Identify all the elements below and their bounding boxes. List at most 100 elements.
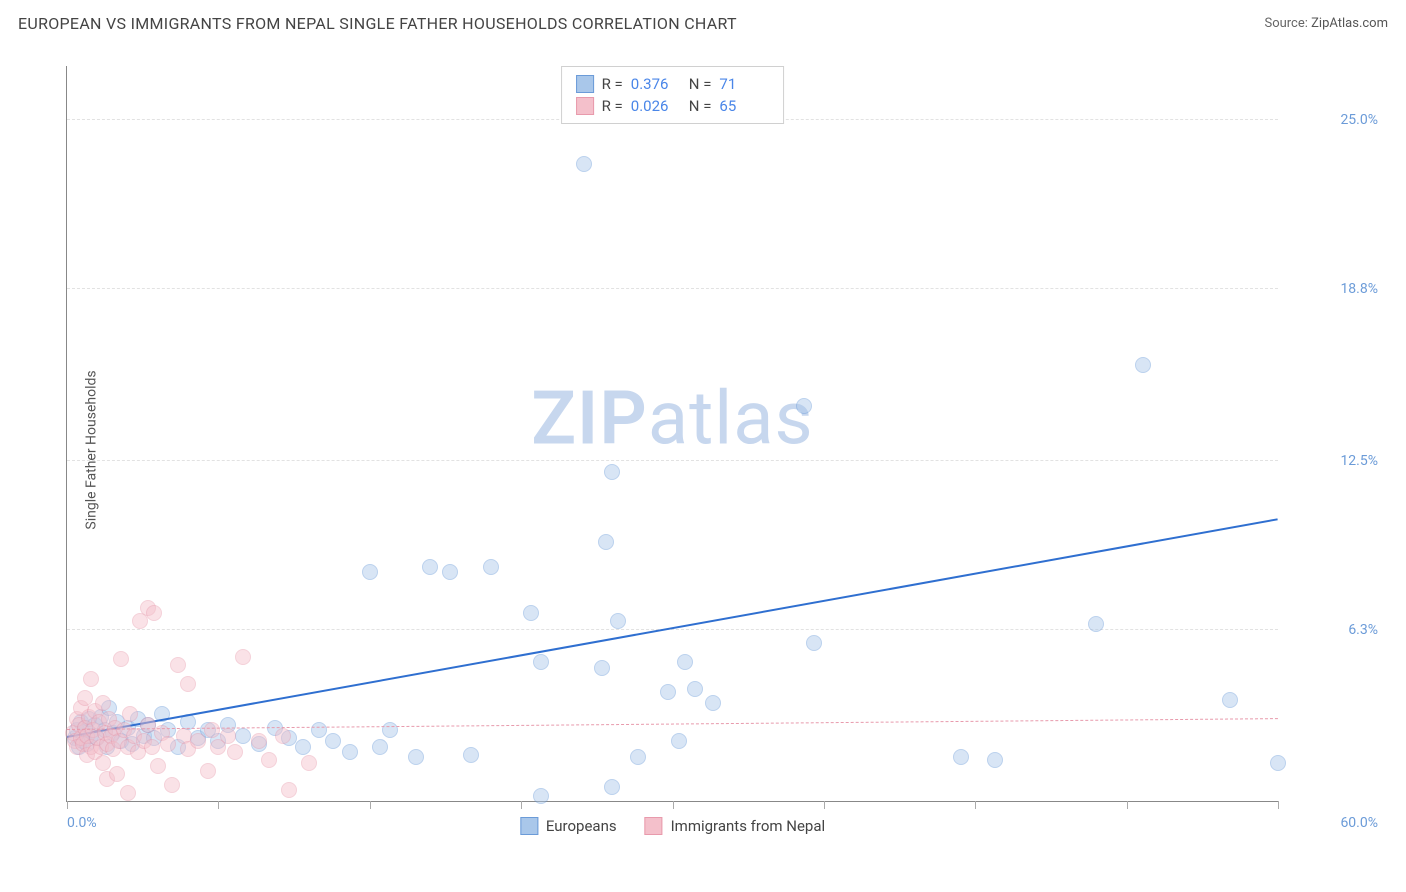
data-point <box>144 739 160 755</box>
data-point <box>533 788 549 804</box>
data-point <box>953 749 969 765</box>
data-point <box>281 782 297 798</box>
data-point <box>160 736 176 752</box>
data-point <box>533 654 549 670</box>
data-point <box>1270 755 1286 771</box>
data-point <box>630 749 646 765</box>
data-point <box>95 755 111 771</box>
plot-area: ZIPatlas R =0.376N =71R =0.026N =65 0.0%… <box>66 66 1278 802</box>
x-axis-max-label: 60.0% <box>1340 815 1378 831</box>
data-point <box>422 559 438 575</box>
x-tick <box>824 801 825 809</box>
x-tick <box>218 801 219 809</box>
trend-line <box>67 718 1278 730</box>
x-tick <box>1278 801 1279 809</box>
x-tick <box>673 801 674 809</box>
data-point <box>796 398 812 414</box>
y-tick-label: 12.5% <box>1288 453 1378 469</box>
watermark: ZIPatlas <box>531 375 813 462</box>
data-point <box>146 605 162 621</box>
gridline <box>67 288 1278 289</box>
data-point <box>598 534 614 550</box>
data-point <box>325 733 341 749</box>
data-point <box>483 559 499 575</box>
data-point <box>200 763 216 779</box>
data-point <box>705 695 721 711</box>
data-point <box>164 777 180 793</box>
legend-swatch <box>645 817 663 835</box>
gridline <box>67 460 1278 461</box>
data-point <box>671 733 687 749</box>
legend-row: R = 0.376 N = 71 <box>576 73 770 95</box>
data-point <box>120 785 136 801</box>
data-point <box>342 744 358 760</box>
data-point <box>362 564 378 580</box>
data-point <box>275 728 291 744</box>
data-point <box>408 749 424 765</box>
x-tick <box>1127 801 1128 809</box>
r-value: 0.026 <box>631 97 681 115</box>
data-point <box>382 722 398 738</box>
legend-swatch <box>576 97 594 115</box>
data-point <box>660 684 676 700</box>
data-point <box>1135 357 1151 373</box>
data-point <box>113 651 129 667</box>
data-point <box>604 779 620 795</box>
legend-item: Immigrants from Nepal <box>645 817 826 835</box>
data-point <box>604 464 620 480</box>
series-legend: Europeans Immigrants from Nepal <box>520 817 825 835</box>
data-point <box>610 613 626 629</box>
data-point <box>261 752 277 768</box>
chart-title: EUROPEAN VS IMMIGRANTS FROM NEPAL SINGLE… <box>18 14 737 33</box>
data-point <box>170 657 186 673</box>
data-point <box>295 739 311 755</box>
data-point <box>523 605 539 621</box>
data-point <box>109 766 125 782</box>
data-point <box>150 758 166 774</box>
x-tick <box>370 801 371 809</box>
y-tick-label: 25.0% <box>1288 112 1378 128</box>
source-attribution: Source: ZipAtlas.com <box>1264 16 1388 31</box>
data-point <box>220 728 236 744</box>
legend-label: Immigrants from Nepal <box>671 817 826 835</box>
legend-item: Europeans <box>520 817 617 835</box>
data-point <box>95 695 111 711</box>
data-point <box>463 747 479 763</box>
r-label: R = <box>602 75 623 93</box>
data-point <box>190 733 206 749</box>
source-link[interactable]: ZipAtlas.com <box>1311 16 1388 31</box>
data-point <box>235 728 251 744</box>
r-value: 0.376 <box>631 75 681 93</box>
data-point <box>83 671 99 687</box>
data-point <box>301 755 317 771</box>
legend-label: Europeans <box>546 817 617 835</box>
data-point <box>1222 692 1238 708</box>
data-point <box>180 676 196 692</box>
n-label: N = <box>689 75 712 93</box>
x-tick <box>975 801 976 809</box>
n-value: 65 <box>719 97 769 115</box>
y-tick-label: 6.3% <box>1288 622 1378 638</box>
data-point <box>204 722 220 738</box>
chart-container: Single Father Households ZIPatlas R =0.3… <box>18 48 1388 852</box>
data-point <box>1088 616 1104 632</box>
data-point <box>372 739 388 755</box>
r-label: R = <box>602 97 623 115</box>
n-label: N = <box>689 97 712 115</box>
data-point <box>122 706 138 722</box>
x-axis-min-label: 0.0% <box>67 815 97 831</box>
legend-swatch <box>576 75 594 93</box>
data-point <box>227 744 243 760</box>
n-value: 71 <box>719 75 769 93</box>
data-point <box>677 654 693 670</box>
y-tick-label: 18.8% <box>1288 281 1378 297</box>
legend-swatch <box>520 817 538 835</box>
x-tick <box>521 801 522 809</box>
data-point <box>235 649 251 665</box>
data-point <box>251 733 267 749</box>
data-point <box>687 681 703 697</box>
data-point <box>576 156 592 172</box>
data-point <box>594 660 610 676</box>
correlation-legend: R = 0.376 N = 71 R = 0.026 N = 65 <box>561 66 785 124</box>
data-point <box>806 635 822 651</box>
